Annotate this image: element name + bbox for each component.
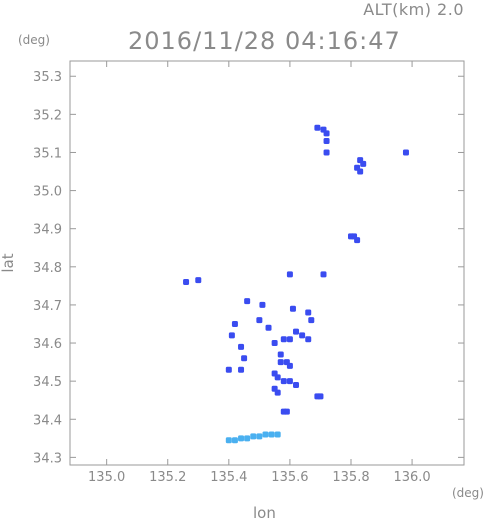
y-tick-label: 35.2 (33, 108, 62, 123)
x-tick-label: 136.0 (393, 470, 430, 485)
echo-point (357, 168, 364, 175)
y-tick-label: 34.8 (33, 261, 62, 276)
y-tick-label: 35.1 (33, 146, 62, 161)
echo-point (286, 271, 293, 278)
echo-point (274, 431, 281, 438)
y-tick-label: 34.4 (33, 413, 62, 428)
y-tick-label: 34.7 (33, 299, 62, 314)
x-tick-label: 135.8 (332, 470, 369, 485)
echo-point (299, 332, 306, 339)
echo-point (268, 431, 275, 438)
echo-point (286, 378, 293, 385)
y-tick-label: 35.0 (33, 185, 62, 200)
echo-point (238, 366, 245, 373)
y-tick-label: 34.6 (33, 337, 62, 352)
x-unit-label: (deg) (452, 486, 484, 500)
echo-point (238, 343, 245, 350)
echo-point (320, 271, 327, 278)
x-axis-label: lon (253, 504, 276, 522)
echo-point (250, 433, 257, 440)
echo-point (262, 431, 269, 438)
echo-point (277, 359, 284, 366)
altitude-label: ALT(km) 2.0 (363, 0, 464, 19)
echo-point (308, 317, 315, 324)
timestamp-title: 2016/11/28 04:16:47 (128, 27, 401, 55)
x-tick-label: 135.2 (149, 470, 186, 485)
echo-point (183, 279, 190, 286)
echo-point (277, 351, 284, 358)
echo-point (195, 277, 202, 284)
plot-frame (69, 60, 465, 466)
x-axis: 135.0 135.2 135.4 135.6 135.8 136.0 (88, 61, 431, 485)
echo-point (274, 389, 281, 396)
x-tick-label: 135.0 (88, 470, 125, 485)
echo-point (271, 340, 278, 347)
y-tick-label: 35.3 (33, 70, 62, 85)
y-tick-label: 34.9 (33, 223, 62, 238)
echo-point (289, 305, 296, 312)
echo-point (323, 138, 330, 145)
echo-point (256, 433, 263, 440)
echo-point (274, 374, 281, 381)
y-axis: 34.3 34.4 34.5 34.6 34.7 34.8 34.9 35.0 35.1 35.2… (33, 70, 464, 466)
echo-point (244, 435, 251, 442)
echo-point (231, 437, 238, 444)
echo-point (231, 320, 238, 327)
y-unit-label: (deg) (18, 33, 50, 47)
echo-point (280, 336, 287, 343)
echo-point (228, 332, 235, 339)
echo-point (323, 149, 330, 156)
echo-point (354, 237, 361, 244)
echo-point (323, 130, 330, 137)
echo-point (265, 324, 272, 331)
echo-point (286, 362, 293, 369)
echo-point (314, 124, 321, 131)
echo-points (183, 124, 409, 444)
echo-point (238, 435, 245, 442)
echo-point (286, 336, 293, 343)
echo-point (283, 408, 290, 415)
echo-point (305, 309, 312, 316)
echo-point (241, 355, 248, 362)
echo-point (244, 298, 251, 305)
echo-point (225, 437, 232, 444)
echo-point (305, 336, 312, 343)
x-tick-label: 135.4 (210, 470, 247, 485)
echo-point (293, 328, 300, 335)
echo-point (360, 160, 367, 167)
echo-point (293, 381, 300, 388)
echo-point (256, 317, 263, 324)
echo-point (225, 366, 232, 373)
echo-point (280, 378, 287, 385)
y-tick-label: 34.3 (33, 451, 62, 466)
x-tick-label: 135.6 (271, 470, 308, 485)
y-tick-label: 34.5 (33, 375, 62, 390)
echo-point (402, 149, 409, 156)
echo-point (259, 301, 266, 308)
echo-point (317, 393, 324, 400)
